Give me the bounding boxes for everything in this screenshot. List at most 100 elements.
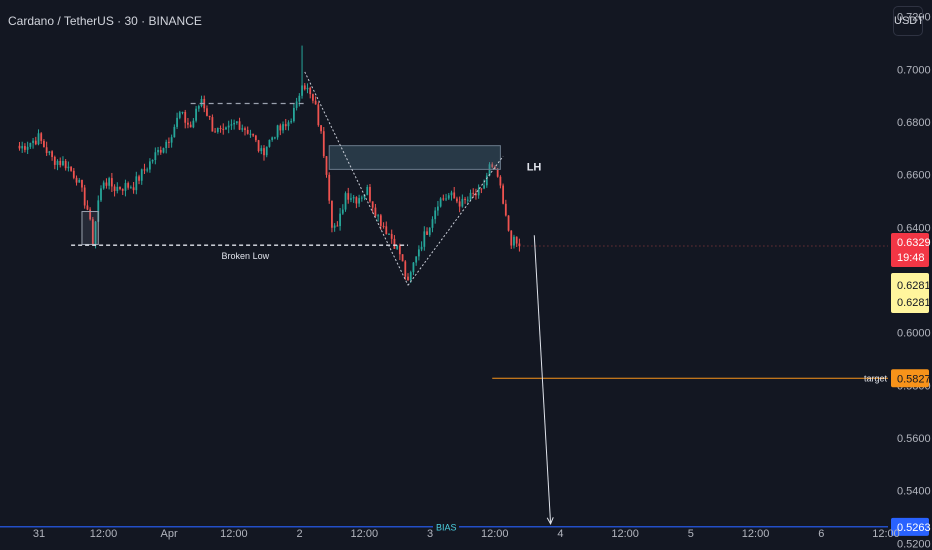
candle-body[interactable] <box>197 106 200 109</box>
candle-body[interactable] <box>227 125 230 128</box>
candle-body[interactable] <box>268 139 271 147</box>
candle-body[interactable] <box>56 160 59 165</box>
candle-body[interactable] <box>295 101 298 108</box>
candle-body[interactable] <box>32 140 34 143</box>
candle-body[interactable] <box>423 231 426 247</box>
candle-body[interactable] <box>184 111 187 123</box>
candle-body[interactable] <box>282 124 284 131</box>
candle-body[interactable] <box>434 210 437 220</box>
candle-body[interactable] <box>249 133 252 135</box>
candle-body[interactable] <box>510 230 513 246</box>
candle-body[interactable] <box>504 203 507 216</box>
candle-body[interactable] <box>431 219 434 228</box>
candle-body[interactable] <box>43 140 45 148</box>
candle-body[interactable] <box>257 140 260 152</box>
candle-body[interactable] <box>102 182 105 189</box>
candle-body[interactable] <box>51 151 53 157</box>
candle-body[interactable] <box>466 199 469 201</box>
candle-body[interactable] <box>140 169 143 181</box>
currency-button[interactable]: USDT <box>893 6 924 36</box>
candle-body[interactable] <box>390 233 393 239</box>
candle-body[interactable] <box>235 121 238 123</box>
candle-body[interactable] <box>287 122 290 127</box>
candle-body[interactable] <box>195 108 197 121</box>
candle-body[interactable] <box>485 175 488 186</box>
candle-body[interactable] <box>168 141 170 143</box>
candle-body[interactable] <box>488 164 491 176</box>
candle-body[interactable] <box>110 178 113 187</box>
candle-body[interactable] <box>138 176 140 181</box>
candle-body[interactable] <box>214 131 217 133</box>
candle-body[interactable] <box>187 122 189 125</box>
candle-body[interactable] <box>173 126 176 138</box>
candle-body[interactable] <box>461 198 464 207</box>
candle-body[interactable] <box>412 262 415 273</box>
candle-body[interactable] <box>192 120 195 128</box>
candle-body[interactable] <box>200 98 203 107</box>
candle-body[interactable] <box>456 198 458 202</box>
candle-body[interactable] <box>518 243 521 247</box>
candle-body[interactable] <box>276 125 279 138</box>
candle-body[interactable] <box>436 206 439 211</box>
candle-body[interactable] <box>151 160 154 162</box>
candle-body[interactable] <box>385 226 388 235</box>
candle-body[interactable] <box>284 124 287 127</box>
candle-body[interactable] <box>75 177 78 183</box>
candle-body[interactable] <box>230 124 233 126</box>
candle-body[interactable] <box>225 127 227 130</box>
candle-body[interactable] <box>475 193 477 196</box>
candle-body[interactable] <box>279 125 282 131</box>
candle-body[interactable] <box>292 107 295 122</box>
candle-body[interactable] <box>377 215 380 217</box>
candle-body[interactable] <box>507 215 510 231</box>
candle-body[interactable] <box>132 187 135 191</box>
candle-body[interactable] <box>129 187 132 189</box>
candle-body[interactable] <box>211 117 214 132</box>
candle-body[interactable] <box>439 198 442 207</box>
candle-body[interactable] <box>388 233 390 235</box>
candle-body[interactable] <box>325 156 328 175</box>
candle-body[interactable] <box>339 213 341 227</box>
candle-body[interactable] <box>366 187 369 195</box>
candle-body[interactable] <box>309 87 312 95</box>
candle-body[interactable] <box>379 215 382 226</box>
candle-body[interactable] <box>420 246 423 250</box>
candle-body[interactable] <box>162 148 165 153</box>
candle-body[interactable] <box>178 112 181 118</box>
candle-body[interactable] <box>233 122 236 125</box>
candle-body[interactable] <box>303 85 306 90</box>
candle-body[interactable] <box>322 131 325 157</box>
candle-body[interactable] <box>469 192 472 200</box>
candle-body[interactable] <box>301 85 303 96</box>
candle-body[interactable] <box>252 133 255 136</box>
candle-body[interactable] <box>83 187 86 206</box>
candle-body[interactable] <box>181 111 184 113</box>
candle-body[interactable] <box>94 221 97 245</box>
candle-body[interactable] <box>246 129 249 134</box>
candle-body[interactable] <box>483 185 485 189</box>
candle-body[interactable] <box>344 193 347 210</box>
candle-body[interactable] <box>105 182 108 186</box>
candle-body[interactable] <box>271 137 274 140</box>
candle-body[interactable] <box>491 164 494 167</box>
candle-body[interactable] <box>317 104 320 126</box>
candle-body[interactable] <box>78 179 81 183</box>
candle-body[interactable] <box>382 225 385 227</box>
candle-body[interactable] <box>347 193 350 200</box>
candle-body[interactable] <box>208 115 211 118</box>
candle-body[interactable] <box>157 150 159 153</box>
candle-body[interactable] <box>409 272 412 281</box>
candle-body[interactable] <box>81 179 83 188</box>
candle-body[interactable] <box>121 189 124 191</box>
candle-body[interactable] <box>341 209 344 214</box>
candle-body[interactable] <box>48 151 51 153</box>
candle-body[interactable] <box>72 170 75 178</box>
candle-body[interactable] <box>45 147 48 153</box>
candle-body[interactable] <box>453 192 456 199</box>
candle-body[interactable] <box>513 236 515 246</box>
candle-body[interactable] <box>369 187 371 202</box>
candle-body[interactable] <box>328 174 331 201</box>
candle-body[interactable] <box>472 192 475 194</box>
candle-body[interactable] <box>450 192 453 196</box>
